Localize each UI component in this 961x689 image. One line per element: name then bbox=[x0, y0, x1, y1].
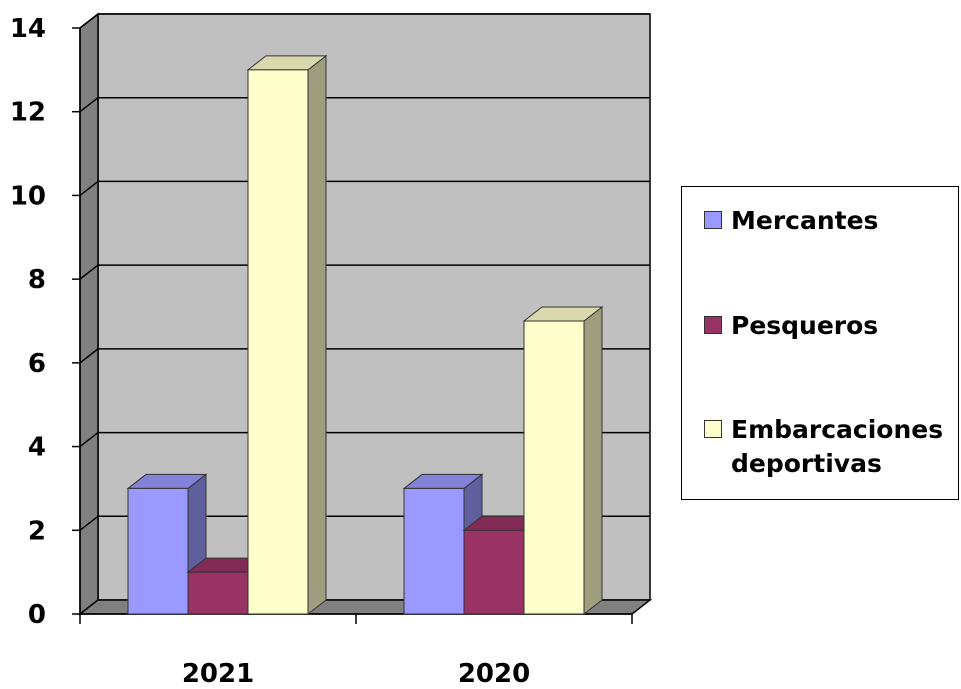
y-tick-label: 4 bbox=[28, 433, 46, 463]
y-tick-label: 12 bbox=[10, 98, 46, 128]
bar-side bbox=[583, 305, 603, 616]
y-tick-label: 6 bbox=[28, 349, 46, 379]
gridline-side bbox=[79, 180, 99, 197]
x-tick-label: 2020 bbox=[458, 659, 530, 689]
bar-front bbox=[523, 320, 585, 615]
legend-label-pesqueros: Pesqueros bbox=[731, 311, 879, 340]
legend: Mercantes Pesqueros Embarcaciones deport… bbox=[681, 186, 959, 500]
bar-front bbox=[127, 487, 189, 615]
x-axis-ticks: 2021 2020 bbox=[79, 614, 633, 689]
bar-front bbox=[403, 487, 465, 615]
bars bbox=[126, 54, 604, 616]
legend-item-pesqueros: Pesqueros bbox=[704, 309, 953, 343]
bar bbox=[246, 54, 328, 616]
legend-label-embarcaciones-deportivas: Embarcaciones deportivas bbox=[731, 415, 944, 478]
gridline-side bbox=[79, 264, 99, 280]
y-axis-ticks: 0 2 4 6 8 10 12 14 bbox=[10, 14, 80, 630]
bar-front bbox=[187, 571, 249, 615]
bar bbox=[522, 305, 604, 616]
y-tick-label: 14 bbox=[10, 14, 46, 44]
legend-swatch-embarcaciones-deportivas bbox=[704, 420, 722, 438]
legend-swatch-pesqueros bbox=[704, 316, 722, 334]
gridline-side bbox=[79, 97, 99, 113]
gridline-side bbox=[79, 515, 99, 531]
bar-front bbox=[463, 529, 525, 615]
legend-label-mercantes: Mercantes bbox=[731, 206, 879, 235]
y-tick-label: 8 bbox=[28, 265, 46, 295]
y-tick-label: 0 bbox=[28, 600, 46, 630]
bar-side bbox=[307, 54, 327, 616]
y-tick-label: 2 bbox=[28, 516, 46, 546]
gridline-side bbox=[79, 431, 99, 448]
y-tick-label: 10 bbox=[10, 181, 46, 211]
legend-item-embarcaciones-deportivas: Embarcaciones deportivas bbox=[704, 413, 953, 481]
gridline-side bbox=[79, 348, 99, 364]
legend-swatch-mercantes bbox=[704, 211, 722, 229]
gridline-side bbox=[79, 13, 99, 29]
x-tick-label: 2021 bbox=[182, 659, 254, 689]
bar-front bbox=[247, 69, 309, 615]
legend-item-mercantes: Mercantes bbox=[704, 204, 953, 238]
